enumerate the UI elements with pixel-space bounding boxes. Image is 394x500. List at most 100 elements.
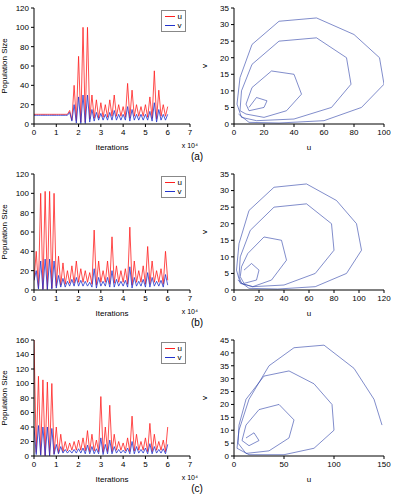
svg-text:u: u	[307, 475, 311, 482]
svg-text:45: 45	[220, 336, 229, 345]
svg-text:Population Size: Population Size	[8, 204, 9, 260]
svg-text:0: 0	[25, 120, 30, 129]
svg-text:10: 10	[220, 87, 229, 96]
svg-text:1: 1	[54, 294, 59, 303]
svg-text:7: 7	[188, 294, 193, 303]
svg-text:80: 80	[20, 394, 29, 403]
svg-text:100: 100	[16, 379, 30, 388]
svg-text:0: 0	[32, 460, 37, 469]
svg-text:15: 15	[220, 236, 229, 245]
svg-text:7: 7	[188, 460, 193, 469]
svg-text:120: 120	[16, 4, 30, 13]
svg-text:20: 20	[220, 220, 229, 229]
svg-text:120: 120	[16, 365, 30, 374]
svg-text:0: 0	[32, 294, 37, 303]
svg-text:1: 1	[54, 460, 59, 469]
svg-text:40: 40	[20, 81, 29, 90]
svg-text:40: 40	[290, 128, 299, 137]
svg-text:20: 20	[20, 101, 29, 110]
svg-text:100: 100	[327, 460, 341, 469]
svg-text:60: 60	[20, 228, 29, 237]
svg-text:20: 20	[255, 294, 264, 303]
svg-text:80: 80	[350, 128, 359, 137]
svg-text:25: 25	[220, 203, 229, 212]
svg-text:4: 4	[121, 294, 126, 303]
svg-text:v: v	[200, 396, 209, 400]
svg-text:40: 40	[220, 349, 229, 358]
svg-text:5: 5	[225, 439, 230, 448]
svg-text:20: 20	[220, 400, 229, 409]
svg-text:150: 150	[377, 460, 386, 469]
svg-text:25: 25	[220, 387, 229, 396]
svg-text:30: 30	[220, 186, 229, 195]
svg-text:30: 30	[220, 20, 229, 29]
svg-text:100: 100	[377, 128, 386, 137]
svg-text:15: 15	[220, 70, 229, 79]
svg-text:100: 100	[16, 23, 30, 32]
svg-text:6: 6	[165, 460, 170, 469]
svg-text:0: 0	[232, 128, 237, 137]
svg-text:u: u	[307, 143, 311, 150]
svg-text:80: 80	[20, 209, 29, 218]
svg-text:120: 120	[16, 170, 30, 179]
svg-text:120: 120	[377, 294, 386, 303]
svg-text:Iterations: Iterations	[96, 143, 129, 150]
svg-text:0: 0	[232, 460, 237, 469]
svg-text:0: 0	[32, 128, 37, 137]
svg-text:80: 80	[330, 294, 339, 303]
svg-text:6: 6	[165, 294, 170, 303]
svg-text:100: 100	[352, 294, 366, 303]
svg-text:4: 4	[121, 128, 126, 137]
svg-text:80: 80	[20, 43, 29, 52]
svg-text:20: 20	[20, 267, 29, 276]
svg-text:7: 7	[188, 128, 193, 137]
svg-text:20: 20	[220, 54, 229, 63]
svg-text:140: 140	[16, 350, 30, 359]
svg-text:15: 15	[220, 413, 229, 422]
svg-text:60: 60	[320, 128, 329, 137]
svg-text:v: v	[200, 64, 209, 68]
svg-text:0: 0	[225, 286, 230, 295]
svg-text:Population Size: Population Size	[8, 38, 9, 94]
svg-text:40: 40	[280, 294, 289, 303]
svg-text:20: 20	[260, 128, 269, 137]
svg-text:5: 5	[225, 269, 230, 278]
svg-text:3: 3	[99, 294, 104, 303]
svg-text:u: u	[307, 309, 311, 316]
svg-text:2: 2	[76, 460, 81, 469]
svg-text:60: 60	[20, 62, 29, 71]
svg-text:0: 0	[225, 452, 230, 461]
svg-text:35: 35	[220, 170, 229, 179]
svg-text:25: 25	[220, 37, 229, 46]
svg-text:35: 35	[220, 4, 229, 13]
svg-text:35: 35	[220, 362, 229, 371]
svg-text:5: 5	[225, 103, 230, 112]
svg-text:0: 0	[25, 286, 30, 295]
svg-text:160: 160	[16, 336, 30, 345]
svg-text:1: 1	[54, 128, 59, 137]
svg-text:40: 40	[20, 247, 29, 256]
svg-text:Iterations: Iterations	[96, 309, 129, 316]
svg-text:40: 40	[20, 423, 29, 432]
svg-text:Population Size: Population Size	[8, 370, 9, 426]
svg-text:0: 0	[225, 120, 230, 129]
svg-text:5: 5	[143, 460, 148, 469]
svg-text:10: 10	[220, 253, 229, 262]
svg-text:4: 4	[121, 460, 126, 469]
svg-text:2: 2	[76, 294, 81, 303]
svg-text:2: 2	[76, 128, 81, 137]
svg-text:20: 20	[20, 437, 29, 446]
svg-text:6: 6	[165, 128, 170, 137]
svg-text:50: 50	[280, 460, 289, 469]
svg-text:60: 60	[20, 408, 29, 417]
svg-text:0: 0	[232, 294, 237, 303]
svg-text:10: 10	[220, 426, 229, 435]
svg-text:3: 3	[99, 460, 104, 469]
svg-text:5: 5	[143, 294, 148, 303]
svg-text:v: v	[200, 230, 209, 234]
svg-text:3: 3	[99, 128, 104, 137]
svg-text:100: 100	[16, 189, 30, 198]
svg-text:30: 30	[220, 375, 229, 384]
svg-text:0: 0	[25, 452, 30, 461]
svg-text:60: 60	[305, 294, 314, 303]
